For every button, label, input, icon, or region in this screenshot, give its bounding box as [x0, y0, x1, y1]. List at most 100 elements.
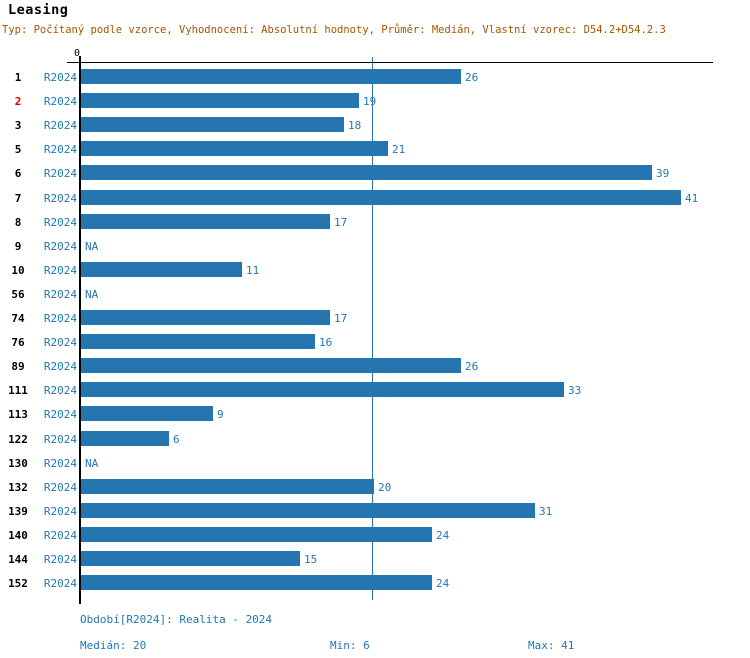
bar: [81, 334, 315, 350]
bar-value-label: 18: [348, 119, 362, 133]
chart-row: 139 R2024 31: [0, 500, 750, 524]
page-title: Leasing: [8, 2, 69, 18]
row-id-label: 5: [14, 143, 22, 157]
bar-value-label: 16: [319, 336, 333, 350]
chart-row: 122 R2024 6: [0, 428, 750, 452]
row-id-label: 56: [11, 287, 25, 301]
row-period-label: R2024: [43, 191, 77, 205]
bar-value-label: 20: [378, 480, 392, 494]
chart-row: 1 R2024 26: [0, 66, 750, 90]
bar: [81, 526, 432, 542]
bar-value-label: 24: [436, 577, 450, 591]
row-id-label: 144: [8, 553, 28, 566]
bar: [81, 358, 461, 374]
row-period-label: R2024: [43, 553, 77, 566]
chart-row: 113 R2024 9: [0, 403, 750, 427]
row-period-label: R2024: [43, 143, 77, 157]
bar: [81, 478, 374, 494]
row-id-label: 111: [8, 384, 28, 398]
row-period-label: R2024: [43, 408, 77, 422]
row-id-label: 7: [14, 191, 22, 205]
row-id-label: 9: [14, 239, 22, 253]
bar: [81, 382, 564, 398]
row-period-label: R2024: [43, 239, 77, 253]
bar: [81, 551, 300, 566]
row-id-label: 130: [8, 456, 28, 470]
row-id-label: 10: [11, 263, 25, 277]
row-period-label: R2024: [43, 71, 77, 84]
bar: [81, 189, 681, 205]
bar-value-label: 26: [465, 71, 479, 84]
row-id-label: 1: [14, 71, 22, 84]
row-id-label: 140: [8, 528, 28, 542]
bar: [81, 502, 535, 518]
na-label: NA: [85, 287, 99, 301]
row-id-label: 3: [14, 119, 22, 133]
chart-row: 6 R2024 39: [0, 162, 750, 186]
bar-value-label: 39: [656, 167, 670, 181]
x-axis-line: [67, 62, 713, 63]
row-period-label: R2024: [43, 167, 77, 181]
row-id-label: 122: [8, 432, 28, 446]
row-period-label: R2024: [43, 95, 77, 109]
row-period-label: R2024: [43, 528, 77, 542]
row-period-label: R2024: [43, 384, 77, 398]
chart-row: 8 R2024 17: [0, 211, 750, 235]
row-period-label: R2024: [43, 336, 77, 350]
y-axis-line: [79, 56, 81, 604]
x-axis-zero-tick-label: 0: [74, 48, 81, 59]
bar: [81, 261, 242, 277]
chart-row: 74 R2024 17: [0, 307, 750, 331]
na-label: NA: [85, 456, 99, 470]
bar-value-label: 15: [304, 553, 318, 566]
bar-value-label: 17: [334, 312, 348, 325]
bar-value-label: 19: [363, 95, 377, 109]
bar-value-label: 17: [334, 215, 348, 229]
chart-row: 130 R2024 NA: [0, 452, 750, 476]
row-id-label: 132: [8, 480, 28, 494]
bar: [81, 165, 652, 181]
bar: [81, 117, 344, 133]
bar: [81, 310, 330, 325]
bar-value-label: 9: [217, 408, 224, 422]
chart-row: 7 R2024 41: [0, 187, 750, 211]
chart-row: 76 R2024 16: [0, 331, 750, 355]
bar-chart: 0 1 R2024 26 2 R2024 19 3 R2024 18 5 R2024 21 6 R2024…: [0, 44, 750, 610]
row-period-label: R2024: [43, 287, 77, 301]
bar-value-label: 26: [465, 360, 479, 374]
chart-row: 140 R2024 24: [0, 524, 750, 548]
row-id-label: 2: [14, 95, 22, 109]
row-period-label: R2024: [43, 577, 77, 591]
bar: [81, 406, 213, 422]
row-id-label: 74: [11, 312, 25, 325]
bar-value-label: 31: [539, 504, 553, 518]
row-period-label: R2024: [43, 312, 77, 325]
chart-row: 2 R2024 19: [0, 90, 750, 114]
row-id-label: 152: [8, 577, 28, 591]
row-period-label: R2024: [43, 215, 77, 229]
footer-median-stat: Medián: 20: [80, 639, 147, 652]
bar: [81, 213, 330, 229]
footer-max-stat: Max: 41: [528, 639, 575, 652]
row-period-label: R2024: [43, 360, 77, 374]
bar: [81, 141, 388, 157]
row-period-label: R2024: [43, 432, 77, 446]
bar: [81, 430, 169, 446]
bar-value-label: 33: [568, 384, 582, 398]
row-id-label: 113: [8, 408, 28, 422]
chart-row: 152 R2024 24: [0, 572, 750, 596]
bar-value-label: 11: [246, 263, 260, 277]
row-period-label: R2024: [43, 119, 77, 133]
row-period-label: R2024: [43, 504, 77, 518]
row-period-label: R2024: [43, 456, 77, 470]
median-reference-line: [372, 57, 373, 600]
footer-min-stat: Min: 6: [330, 639, 370, 652]
chart-subtitle: Typ: Počítaný podle vzorce, Vyhodnocení:…: [2, 24, 666, 36]
bar: [81, 69, 461, 84]
na-label: NA: [85, 239, 99, 253]
bar-value-label: 21: [392, 143, 406, 157]
row-id-label: 6: [14, 167, 22, 181]
row-id-label: 76: [11, 336, 25, 350]
bar-value-label: 6: [173, 432, 180, 446]
chart-row: 56 R2024 NA: [0, 283, 750, 307]
